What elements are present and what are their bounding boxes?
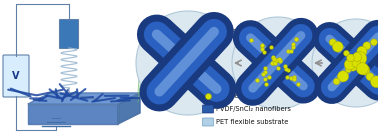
Circle shape	[357, 46, 367, 56]
FancyBboxPatch shape	[3, 55, 29, 97]
Circle shape	[353, 52, 362, 62]
Circle shape	[136, 11, 240, 115]
Circle shape	[359, 65, 370, 75]
Circle shape	[352, 59, 361, 67]
Circle shape	[370, 39, 377, 46]
Polygon shape	[28, 93, 140, 104]
Circle shape	[344, 50, 349, 56]
Text: Ag seeds: Ag seeds	[216, 93, 246, 99]
Text: PET flexible substrate: PET flexible substrate	[216, 119, 288, 125]
Circle shape	[356, 60, 363, 66]
Text: PVDF/SnCl₂ nanofibers: PVDF/SnCl₂ nanofibers	[216, 106, 291, 112]
Circle shape	[353, 51, 367, 66]
FancyBboxPatch shape	[203, 105, 214, 113]
Text: step 1: step 1	[224, 27, 248, 36]
Circle shape	[347, 54, 354, 62]
Text: step 2: step 2	[306, 29, 330, 38]
Polygon shape	[118, 93, 140, 124]
Circle shape	[366, 73, 374, 81]
Text: V: V	[12, 71, 20, 81]
Circle shape	[344, 59, 355, 70]
Circle shape	[345, 67, 351, 73]
Circle shape	[333, 78, 340, 85]
Circle shape	[370, 76, 378, 88]
Circle shape	[363, 42, 371, 50]
Circle shape	[349, 62, 358, 71]
Circle shape	[348, 54, 354, 60]
Circle shape	[232, 17, 324, 109]
Circle shape	[333, 41, 343, 52]
Circle shape	[338, 71, 349, 82]
Circle shape	[312, 19, 378, 107]
Polygon shape	[28, 104, 118, 124]
FancyBboxPatch shape	[59, 19, 79, 48]
Circle shape	[352, 55, 359, 62]
Circle shape	[329, 39, 336, 46]
Circle shape	[356, 63, 369, 75]
FancyBboxPatch shape	[203, 118, 214, 126]
